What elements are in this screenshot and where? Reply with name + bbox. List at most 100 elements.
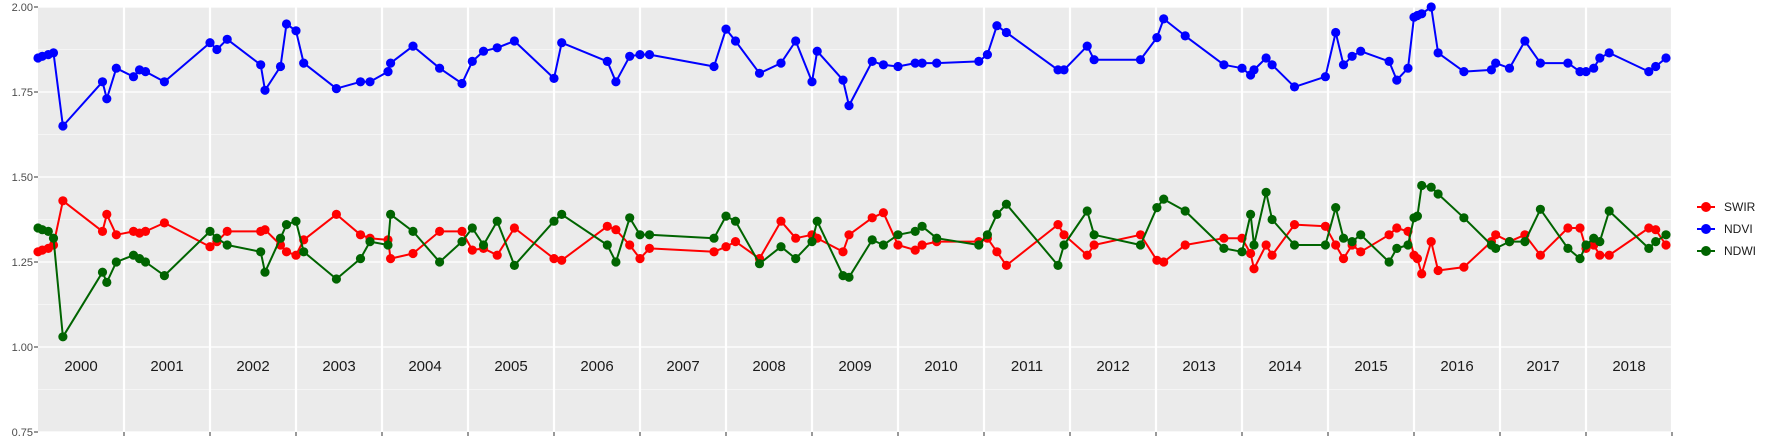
data-point-ndvi (611, 77, 621, 87)
data-point-ndvi (1563, 58, 1573, 68)
y-tick-label: 2.00 (12, 2, 33, 14)
data-point-swir (1661, 240, 1671, 250)
data-point-ndwi (625, 213, 635, 223)
data-point-ndvi (1180, 31, 1190, 41)
data-point-ndvi (1384, 56, 1394, 66)
y-tick-label: 0.75 (12, 427, 33, 439)
data-point-ndwi (97, 267, 108, 277)
data-point-ndwi (222, 240, 232, 250)
year-label: 2012 (1096, 358, 1129, 375)
data-point-ndvi (1520, 36, 1530, 46)
data-point-swir (1059, 230, 1069, 240)
data-point-ndvi (1089, 55, 1099, 65)
data-point-ndvi (408, 41, 418, 51)
data-point-swir (644, 243, 655, 253)
data-point-swir (1412, 254, 1422, 264)
data-point-ndwi (1347, 237, 1357, 247)
data-point-ndwi (992, 209, 1002, 219)
data-point-ndvi (331, 84, 341, 94)
data-point-ndvi (291, 26, 301, 36)
data-point-ndvi (776, 58, 786, 68)
data-point-ndvi (844, 101, 854, 111)
data-point-ndwi (982, 230, 993, 240)
data-point-ndwi (212, 233, 222, 243)
year-label: 2017 (1526, 358, 1559, 375)
data-point-ndwi (467, 223, 477, 233)
data-point-ndvi (807, 77, 817, 87)
year-label: 2010 (924, 358, 957, 375)
data-point-ndwi (1356, 230, 1366, 240)
year-label: 2008 (752, 358, 785, 375)
legend-label-swir: SWIR (1724, 200, 1756, 214)
legend-item-ndvi: NDVI (1697, 222, 1753, 236)
data-point-ndwi (478, 240, 489, 250)
data-point-ndwi (893, 230, 903, 240)
data-point-ndwi (1338, 233, 1349, 243)
data-point-swir (1604, 250, 1614, 260)
data-point-ndwi (205, 226, 215, 236)
data-point-ndwi (1180, 206, 1190, 216)
data-point-ndwi (1433, 189, 1443, 199)
data-point-ndvi (644, 50, 655, 60)
legend: SWIR NDVI NDWI (1697, 200, 1756, 258)
data-point-ndvi (299, 58, 309, 68)
data-point-ndwi (1331, 203, 1341, 213)
data-point-ndvi (1261, 53, 1271, 63)
series-layer (33, 2, 1671, 342)
data-point-ndwi (644, 230, 655, 240)
data-point-ndwi (1237, 247, 1247, 257)
data-point-swir (102, 209, 112, 219)
data-point-ndwi (812, 216, 822, 226)
data-point-ndvi (917, 58, 927, 68)
data-point-swir (159, 218, 169, 228)
data-point-ndvi (281, 19, 292, 29)
data-point-ndvi (602, 56, 612, 66)
data-point-ndwi (457, 237, 467, 247)
data-point-ndwi (557, 209, 567, 219)
data-point-ndvi (140, 67, 151, 77)
data-point-ndvi (982, 50, 993, 60)
data-point-ndvi (1426, 2, 1436, 12)
data-point-ndwi (709, 233, 719, 243)
data-point-ndvi (435, 63, 445, 73)
data-point-ndwi (365, 237, 375, 247)
data-point-ndvi (1595, 53, 1605, 63)
y-tick-label: 1.75 (12, 87, 33, 99)
data-point-swir (1289, 220, 1300, 230)
data-point-ndwi (1520, 237, 1530, 247)
data-point-ndwi (1644, 243, 1654, 253)
data-point-ndvi (1082, 41, 1092, 51)
data-point-swir (709, 247, 719, 257)
data-point-ndvi (467, 56, 477, 66)
data-point-ndwi (1417, 180, 1427, 191)
data-point-ndvi (457, 78, 467, 89)
data-point-ndvi (128, 72, 139, 82)
data-point-swir (386, 254, 396, 264)
data-point-ndwi (1159, 194, 1169, 204)
data-point-ndvi (509, 36, 519, 46)
data-point-swir (260, 225, 270, 235)
data-point-swir (1392, 223, 1402, 233)
y-tick-label: 1.00 (12, 342, 33, 354)
data-point-ndvi (1459, 67, 1469, 77)
data-point-swir (435, 226, 445, 236)
x-axis (123, 432, 1673, 436)
data-point-ndvi (791, 36, 801, 46)
year-label: 2011 (1011, 358, 1043, 375)
data-point-ndwi (383, 240, 393, 250)
data-point-swir (1535, 250, 1545, 260)
data-point-ndvi (1320, 72, 1330, 82)
data-point-ndvi (1001, 27, 1012, 38)
year-label: 2002 (236, 358, 269, 375)
data-point-swir (844, 230, 854, 240)
data-point-ndvi (275, 61, 286, 72)
data-point-swir (1331, 240, 1341, 250)
data-point-ndvi (1331, 27, 1341, 38)
data-point-ndwi (111, 257, 121, 267)
data-point-ndwi (844, 272, 854, 282)
data-point-swir (1384, 230, 1394, 240)
data-point-ndvi (721, 24, 731, 34)
data-point-ndvi (1135, 55, 1146, 65)
data-point-swir (1249, 264, 1259, 274)
data-point-ndvi (1644, 67, 1654, 77)
